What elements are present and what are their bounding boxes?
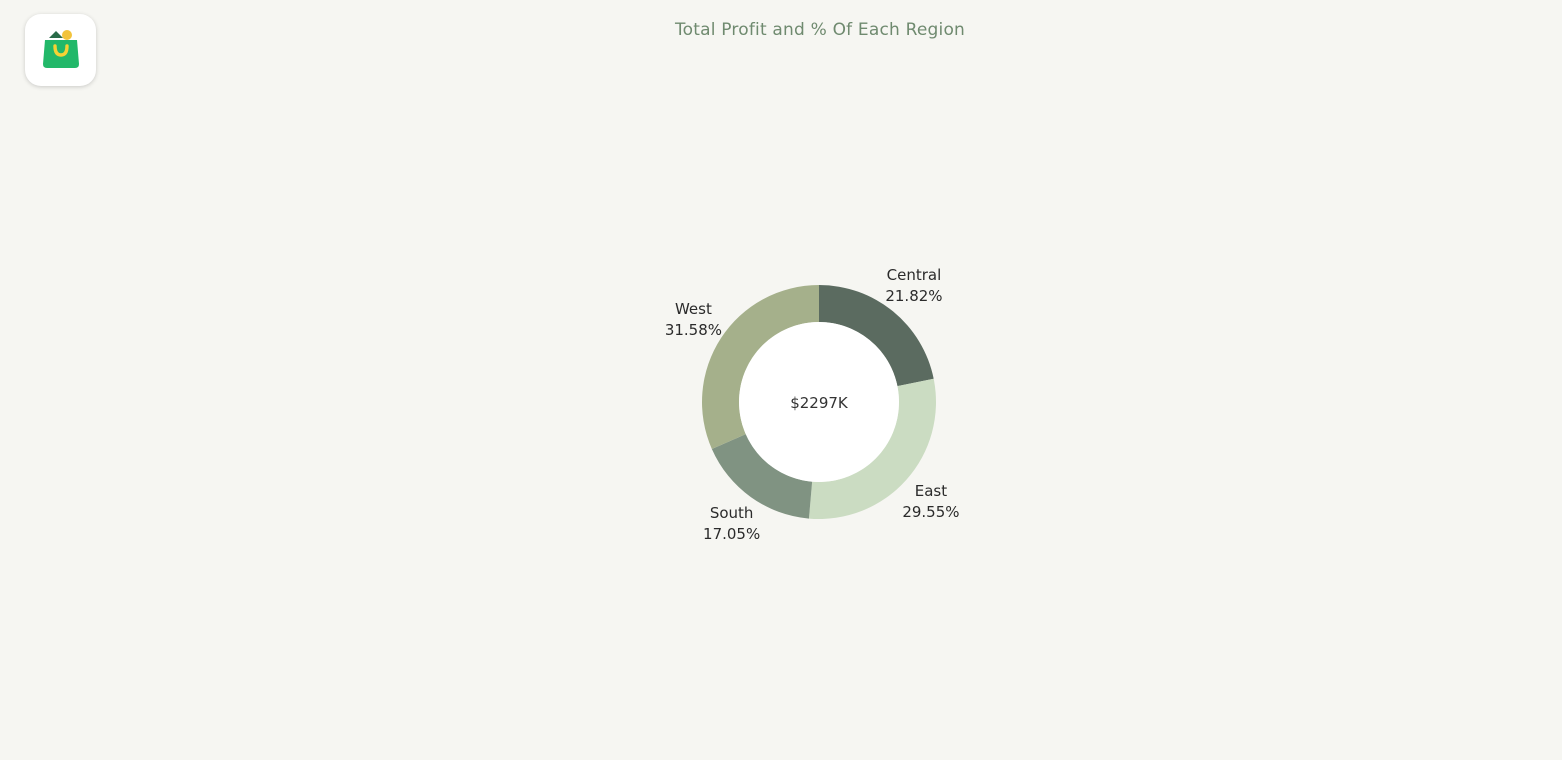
shopping-bag-icon <box>42 30 79 68</box>
slice-label-central: Central <box>887 266 942 284</box>
center-total-label: $2297K <box>790 394 849 412</box>
slice-south[interactable] <box>711 434 813 519</box>
app-logo[interactable] <box>25 14 96 86</box>
slice-central[interactable] <box>819 285 934 387</box>
slice-value-central: 21.82% <box>885 287 942 305</box>
chart-title: Total Profit and % Of Each Region <box>674 20 966 40</box>
slice-label-south: South <box>710 504 754 522</box>
slice-value-south: 17.05% <box>703 525 760 543</box>
slice-east[interactable] <box>808 378 936 519</box>
slice-label-west: West <box>675 300 712 318</box>
slice-value-west: 31.58% <box>665 321 722 339</box>
slice-value-east: 29.55% <box>902 503 959 521</box>
slice-west[interactable] <box>702 285 819 450</box>
slice-label-east: East <box>915 482 947 500</box>
donut-hole <box>739 322 899 482</box>
